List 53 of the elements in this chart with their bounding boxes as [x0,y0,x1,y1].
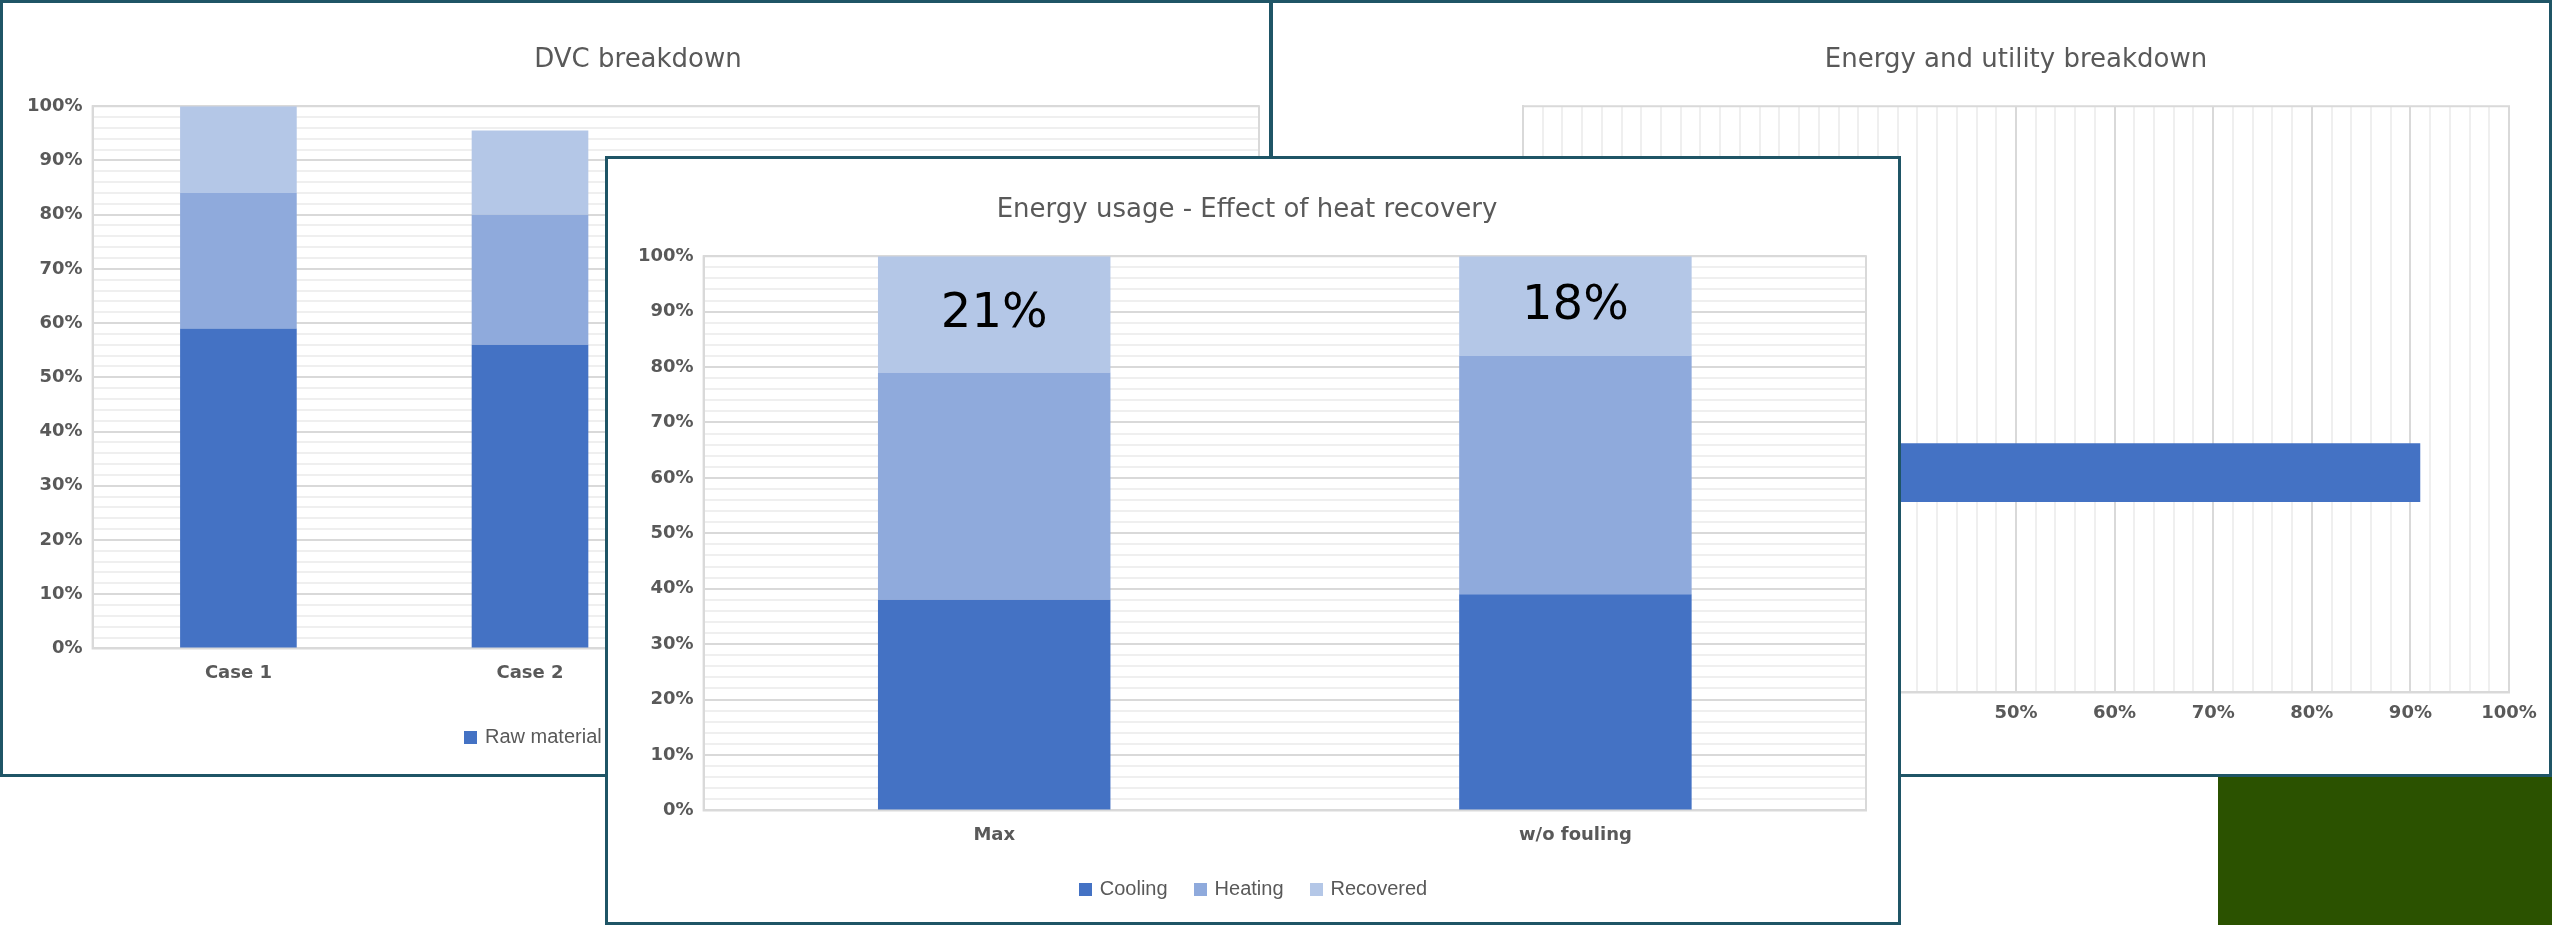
bar [1459,594,1692,810]
y-tick-label: 40% [39,419,83,441]
y-tick-label: 90% [39,148,83,170]
x-tick-label: Case 2 [496,660,564,682]
legend-label: Recovered [1329,877,1428,900]
bar [180,328,297,648]
x-tick-label: Max [973,822,1016,844]
x-tick-label: 90% [2388,700,2432,722]
y-tick-label: 10% [650,742,694,764]
y-tick-label: 0% [52,636,83,658]
x-tick-label: 70% [2191,700,2235,722]
bar [877,256,1111,373]
legend-label: Cooling [1098,877,1168,900]
y-tick-label: 100% [27,93,83,115]
x-tick-label: 50% [1994,700,2038,722]
x-tick-label: 100% [2481,700,2537,722]
y-tick-label: 70% [39,256,83,278]
y-tick-label: 20% [650,687,694,709]
bar [877,372,1111,600]
bar [471,344,589,648]
y-tick-label: 60% [39,310,83,332]
y-tick-label: 10% [39,581,83,603]
x-tick-label: w/o fouling [1518,822,1632,844]
x-tick-label: 60% [2093,700,2137,722]
y-tick-label: 80% [650,354,694,376]
bar [1459,355,1692,595]
y-tick-label: 30% [39,473,83,495]
y-tick-label: 20% [39,527,83,549]
x-tick-label: Case 1 [204,660,272,682]
bar [180,192,297,329]
bar [471,130,589,215]
y-tick-label: 30% [650,631,694,653]
y-tick-label: 70% [650,410,694,432]
x-tick-label: 80% [2290,700,2334,722]
chart-title: Energy usage - Effect of heat recovery [996,193,1498,224]
y-tick-label: 50% [39,364,83,386]
y-tick-label: 40% [650,576,694,598]
bar [180,106,297,193]
legend-label: Heating [1213,877,1284,900]
chart-title: Energy and utility breakdown [1824,43,2208,74]
legend-label: Raw material [484,725,602,748]
data-label: 18% [1522,273,1629,330]
bar [877,599,1111,810]
y-tick-label: 80% [39,202,83,224]
y-tick-label: 60% [650,465,694,487]
bar [1459,256,1692,356]
y-tick-label: 50% [650,520,694,542]
y-tick-label: 0% [663,798,694,820]
data-label: 21% [940,281,1048,338]
bar [471,214,589,345]
y-tick-label: 100% [638,243,694,265]
y-tick-label: 90% [650,299,694,321]
chart-title: DVC breakdown [534,43,742,74]
